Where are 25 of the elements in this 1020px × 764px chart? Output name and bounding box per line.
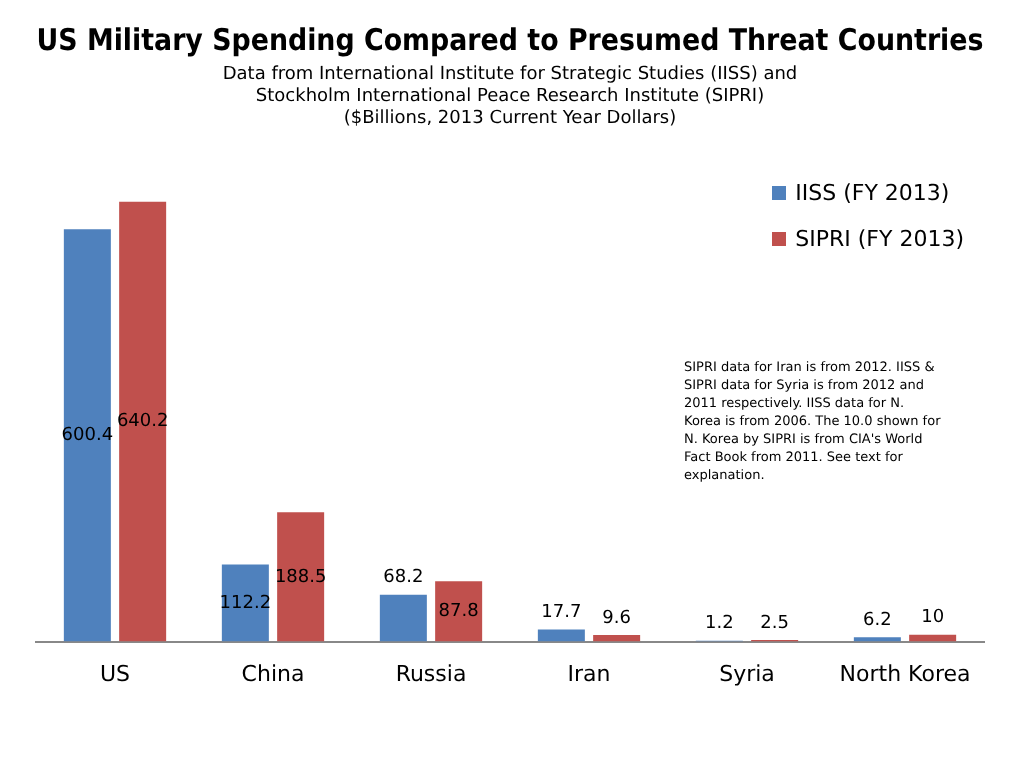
x-tick-label: North Korea <box>839 660 971 687</box>
chart-subtitle: Data from International Institute for Strategic Studies (IISS) and Stockholm International Peace Research Institute (SIPRI) ($Billions, 2013 Current Year Dollars) <box>222 65 798 129</box>
legend-label: IISS (FY 2013) <box>795 180 950 206</box>
chart-title: US Military Spending Compared to Presumed Threat Countries <box>36 24 984 59</box>
x-tick-label: China <box>241 660 305 687</box>
bar <box>63 229 111 642</box>
data-label: 17.7 <box>541 603 582 624</box>
x-tick-label: Syria <box>719 660 775 687</box>
bar <box>537 629 585 642</box>
data-label: 10 <box>921 608 945 629</box>
bar <box>379 594 427 642</box>
x-tick-label: US <box>99 660 131 687</box>
data-label: 68.2 <box>383 568 424 589</box>
bar <box>593 635 641 642</box>
x-tick-label: Russia <box>395 660 467 687</box>
data-label: 87.8 <box>438 602 480 623</box>
data-label: 9.6 <box>602 608 632 629</box>
bar <box>119 201 167 642</box>
data-label: 2.5 <box>760 613 789 634</box>
bar <box>435 581 483 642</box>
data-label: 6.2 <box>863 611 892 632</box>
x-tick-label: Iran <box>567 660 611 687</box>
data-label: 1.2 <box>705 614 734 635</box>
legend-label: SIPRI (FY 2013) <box>795 226 964 252</box>
bar <box>277 512 325 642</box>
